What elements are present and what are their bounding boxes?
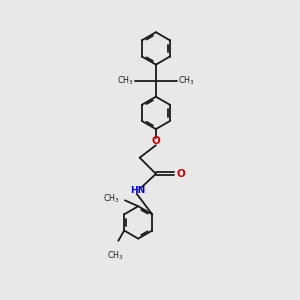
Text: HN: HN <box>130 185 146 194</box>
Text: O: O <box>176 169 185 179</box>
Text: CH$_3$: CH$_3$ <box>107 250 124 262</box>
Text: CH$_3$: CH$_3$ <box>178 75 195 87</box>
Text: CH$_3$: CH$_3$ <box>117 75 134 87</box>
Text: CH$_3$: CH$_3$ <box>103 193 119 205</box>
Text: O: O <box>152 136 160 146</box>
